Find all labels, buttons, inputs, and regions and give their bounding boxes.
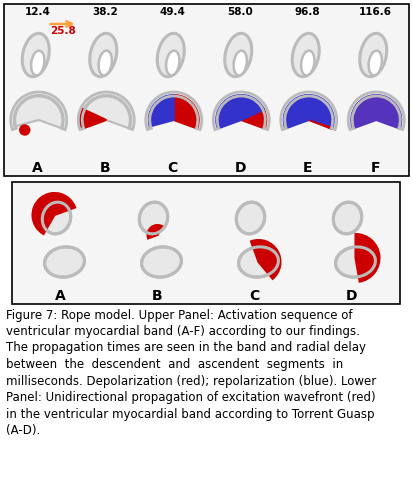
Ellipse shape bbox=[42, 202, 71, 234]
Ellipse shape bbox=[99, 51, 112, 75]
Text: 25.8: 25.8 bbox=[50, 26, 76, 36]
Wedge shape bbox=[147, 225, 162, 239]
Text: D: D bbox=[235, 161, 246, 175]
Text: A: A bbox=[32, 161, 43, 175]
Ellipse shape bbox=[336, 247, 375, 277]
Ellipse shape bbox=[234, 51, 247, 75]
Text: F: F bbox=[370, 161, 380, 175]
Text: 116.6: 116.6 bbox=[359, 7, 392, 17]
Text: D: D bbox=[346, 289, 357, 303]
Wedge shape bbox=[81, 95, 131, 129]
Text: A: A bbox=[55, 289, 66, 303]
Wedge shape bbox=[356, 234, 380, 281]
Ellipse shape bbox=[166, 51, 179, 75]
Text: E: E bbox=[303, 161, 313, 175]
Ellipse shape bbox=[236, 202, 265, 234]
Ellipse shape bbox=[22, 34, 49, 77]
Wedge shape bbox=[284, 95, 334, 129]
Ellipse shape bbox=[225, 34, 252, 77]
Ellipse shape bbox=[239, 247, 278, 277]
Circle shape bbox=[20, 125, 30, 135]
Text: in the ventricular myocardial band according to Torrent Guasp: in the ventricular myocardial band accor… bbox=[6, 407, 375, 420]
Wedge shape bbox=[251, 240, 280, 279]
Wedge shape bbox=[241, 109, 266, 129]
Text: C: C bbox=[168, 161, 178, 175]
Text: 38.2: 38.2 bbox=[93, 7, 118, 17]
Text: milliseconds. Depolarization (red); repolarization (blue). Lower: milliseconds. Depolarization (red); repo… bbox=[6, 375, 376, 387]
Wedge shape bbox=[216, 95, 264, 129]
Text: ventricular myocardial band (A-F) according to our findings.: ventricular myocardial band (A-F) accord… bbox=[6, 325, 360, 338]
Text: C: C bbox=[249, 289, 260, 303]
Text: Panel: Unidirectional propagation of excitation wavefront (red): Panel: Unidirectional propagation of exc… bbox=[6, 391, 376, 404]
Ellipse shape bbox=[157, 34, 184, 77]
Wedge shape bbox=[309, 120, 332, 129]
Text: Figure 7: Rope model. Upper Panel: Activation sequence of: Figure 7: Rope model. Upper Panel: Activ… bbox=[6, 309, 353, 322]
Wedge shape bbox=[80, 109, 106, 129]
Text: 58.0: 58.0 bbox=[228, 7, 253, 17]
Ellipse shape bbox=[301, 51, 314, 75]
Wedge shape bbox=[33, 193, 75, 234]
Ellipse shape bbox=[368, 51, 382, 75]
Text: B: B bbox=[100, 161, 111, 175]
Ellipse shape bbox=[90, 34, 117, 77]
Ellipse shape bbox=[292, 34, 319, 77]
Text: 96.8: 96.8 bbox=[295, 7, 320, 17]
Text: 49.4: 49.4 bbox=[160, 7, 186, 17]
Ellipse shape bbox=[45, 247, 84, 277]
Ellipse shape bbox=[360, 34, 387, 77]
Text: between  the  descendent  and  ascendent  segments  in: between the descendent and ascendent seg… bbox=[6, 358, 343, 371]
Wedge shape bbox=[14, 95, 64, 129]
Text: (A-D).: (A-D). bbox=[6, 424, 40, 437]
Text: B: B bbox=[152, 289, 163, 303]
Ellipse shape bbox=[333, 202, 362, 234]
Ellipse shape bbox=[31, 51, 45, 75]
Wedge shape bbox=[351, 95, 401, 129]
Ellipse shape bbox=[139, 202, 168, 234]
Bar bbox=[4, 4, 409, 176]
Text: 12.4: 12.4 bbox=[25, 7, 51, 17]
Wedge shape bbox=[149, 95, 174, 126]
Bar bbox=[12, 182, 400, 304]
Wedge shape bbox=[174, 95, 199, 129]
Text: The propagation times are seen in the band and radial delay: The propagation times are seen in the ba… bbox=[6, 342, 366, 354]
Ellipse shape bbox=[142, 247, 181, 277]
